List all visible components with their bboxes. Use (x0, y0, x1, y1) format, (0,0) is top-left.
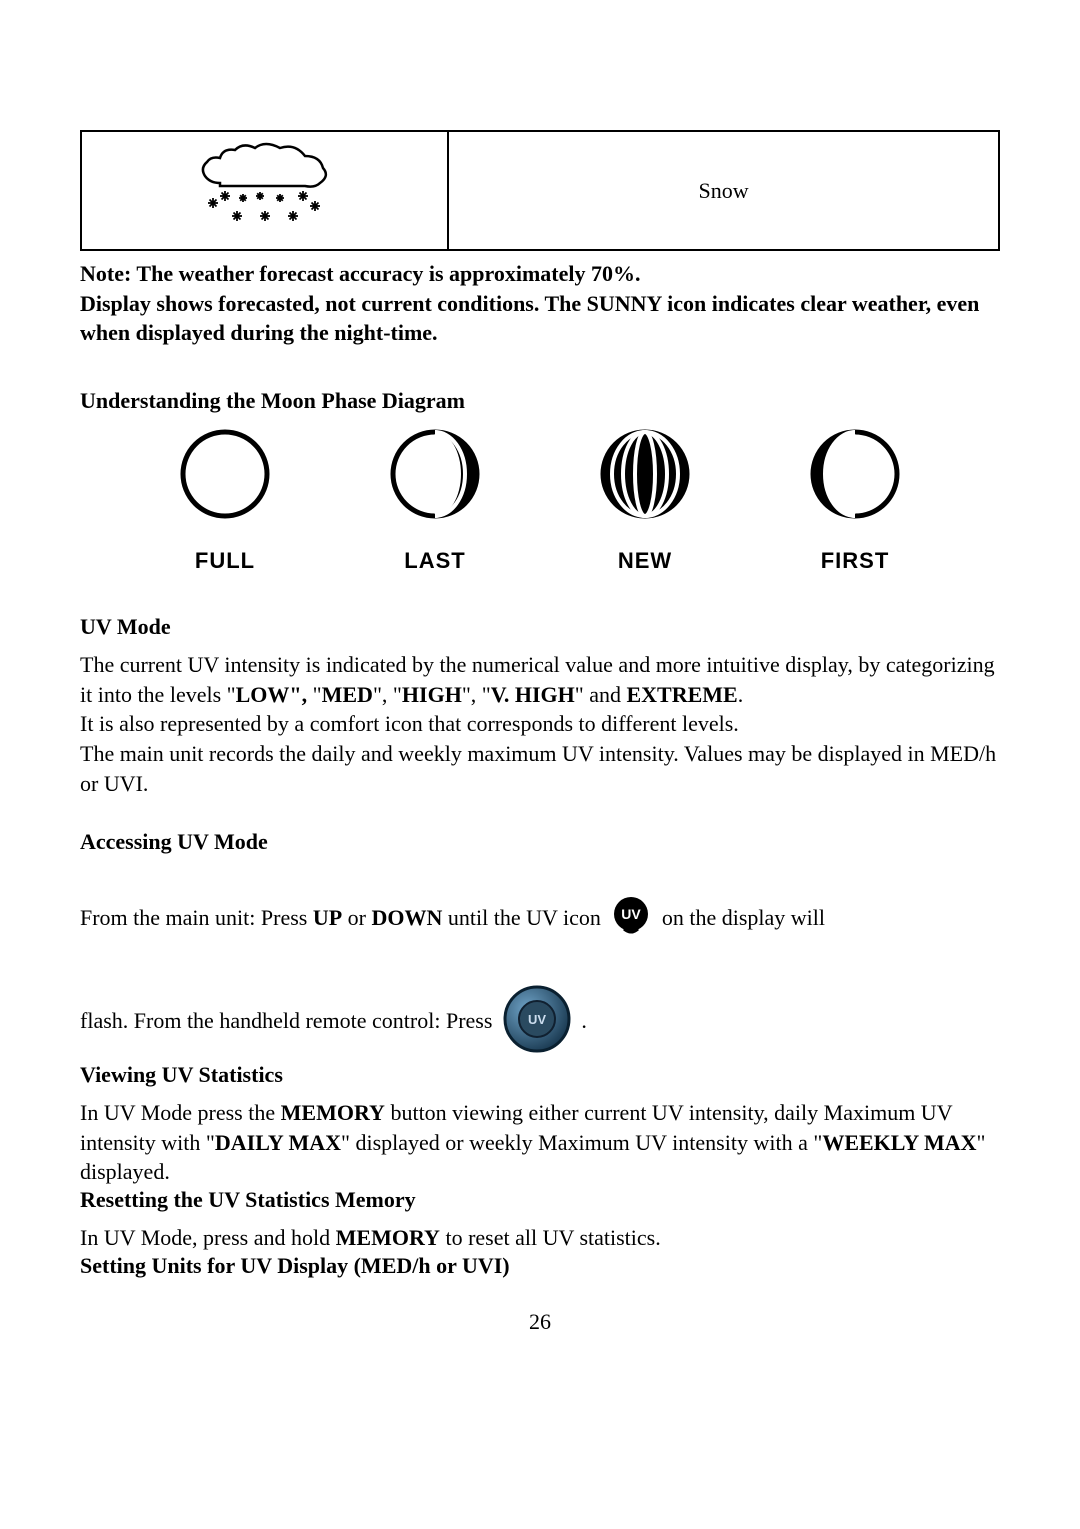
uv-sep: ", " (462, 682, 491, 707)
uv-level-extreme: EXTREME (626, 682, 737, 707)
reset-end: to reset all UV statistics. (440, 1225, 661, 1250)
accessing-uv-line2: flash. From the handheld remote control:… (80, 984, 1000, 1062)
moon-label-first: FIRST (821, 548, 890, 574)
or-label: or (342, 904, 371, 929)
access-end: on the display will (662, 904, 825, 929)
weather-label-cell: Snow (448, 131, 999, 250)
uv-mode-heading: UV Mode (80, 614, 1000, 640)
reset-pre: In UV Mode, press and hold (80, 1225, 336, 1250)
view-pre: In UV Mode press the (80, 1100, 281, 1125)
uv-mode-paragraph: The current UV intensity is indicated by… (80, 650, 1000, 798)
uv-sep: " and (575, 682, 627, 707)
uv-level-low: LOW", (236, 682, 308, 707)
accessing-uv-line1: From the main unit: Press UP or DOWN unt… (80, 895, 1000, 945)
view-mid2: " displayed or weekly Maximum UV intensi… (341, 1130, 822, 1155)
access-post: until the UV icon (442, 904, 606, 929)
reset-uv-paragraph: In UV Mode, press and hold MEMORY to res… (80, 1223, 1000, 1253)
uv-sep-end: . (738, 682, 744, 707)
uv-icon-large: UV (502, 984, 572, 1062)
uv-level-vhigh: V. HIGH (491, 682, 575, 707)
reset-uv-heading: Resetting the UV Statistics Memory (80, 1187, 1000, 1213)
moon-last-icon (385, 424, 485, 530)
svg-text:UV: UV (528, 1012, 546, 1027)
uv-sep: ", " (373, 682, 402, 707)
weekly-max-label: WEEKLY MAX (822, 1130, 976, 1155)
moon-phase-full: FULL (175, 424, 275, 574)
moon-first-icon (805, 424, 905, 530)
memory-label-2: MEMORY (336, 1225, 440, 1250)
moon-label-full: FULL (195, 548, 255, 574)
weather-icon-cell (81, 131, 448, 250)
moon-label-new: NEW (618, 548, 672, 574)
access2-pre: flash. From the handheld remote control:… (80, 1008, 498, 1033)
uv-level-med: MED (322, 682, 373, 707)
note-line-2: Display shows forecasted, not current co… (80, 289, 1000, 348)
moon-heading: Understanding the Moon Phase Diagram (80, 388, 1000, 414)
moon-phase-new: NEW (595, 424, 695, 574)
moon-phase-row: FULL LAST (80, 424, 1000, 574)
uv-para-line3: The main unit records the daily and week… (80, 741, 996, 796)
moon-label-last: LAST (404, 548, 465, 574)
note-block: Note: The weather forecast accuracy is a… (80, 259, 1000, 348)
up-label: UP (313, 904, 342, 929)
memory-label: MEMORY (281, 1100, 385, 1125)
uv-level-high: HIGH (402, 682, 462, 707)
moon-phase-first: FIRST (805, 424, 905, 574)
moon-phase-last: LAST (385, 424, 485, 574)
access2-end: . (581, 1008, 587, 1033)
setting-units-heading: Setting Units for UV Display (MED/h or U… (80, 1253, 1000, 1279)
daily-max-label: DAILY MAX (215, 1130, 341, 1155)
viewing-uv-paragraph: In UV Mode press the MEMORY button viewi… (80, 1098, 1000, 1187)
weather-icon-table: Snow (80, 130, 1000, 251)
note-line-1: Note: The weather forecast accuracy is a… (80, 259, 1000, 289)
moon-new-icon (595, 424, 695, 530)
down-label: DOWN (371, 904, 442, 929)
moon-full-icon (175, 424, 275, 530)
page-number: 26 (80, 1309, 1000, 1335)
viewing-uv-heading: Viewing UV Statistics (80, 1062, 1000, 1088)
uv-para-line2: It is also represented by a comfort icon… (80, 711, 739, 736)
uv-sep: " (307, 682, 321, 707)
document-page: Snow Note: The weather forecast accuracy… (0, 0, 1080, 1375)
weather-label: Snow (699, 178, 749, 203)
accessing-uv-heading: Accessing UV Mode (80, 829, 1000, 855)
access-pre: From the main unit: Press (80, 904, 313, 929)
snow-cloud-icon (165, 218, 365, 243)
uv-icon-small: UV (610, 895, 652, 945)
svg-text:UV: UV (622, 906, 642, 922)
